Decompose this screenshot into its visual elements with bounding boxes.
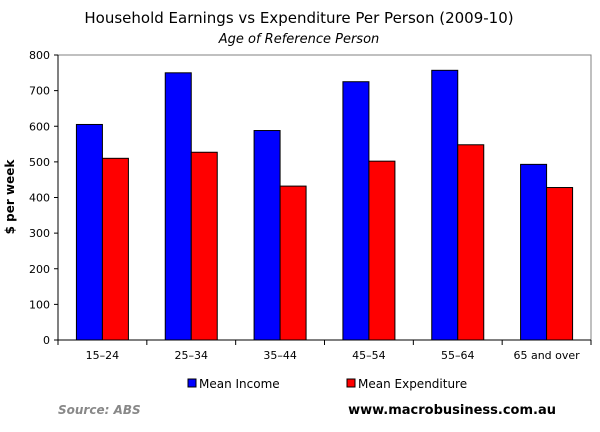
expenditure-bar (457, 144, 485, 341)
income-bar (342, 81, 370, 341)
y-tick-label: 0 (43, 334, 50, 347)
x-tick-label: 25–34 (175, 349, 209, 362)
x-tick-label: 35–44 (263, 349, 297, 362)
income-bar (164, 72, 192, 341)
legend-item-income: Mean Income (187, 377, 280, 391)
y-tick-label: 300 (29, 227, 50, 240)
source-note: Source: ABS (58, 403, 141, 417)
legend-item-expenditure: Mean Expenditure (346, 377, 467, 391)
website-credit: www.macrobusiness.com.au (348, 403, 556, 418)
income-bar (253, 130, 281, 341)
plot-frame (57, 54, 592, 341)
legend-swatch-expenditure (346, 378, 356, 388)
y-axis-label: $ per week (3, 159, 17, 235)
y-tick-label: 400 (29, 192, 50, 205)
x-tick-label: 15–24 (86, 349, 120, 362)
y-tick-label: 100 (29, 298, 50, 311)
y-tick-label: 700 (29, 85, 50, 98)
legend-label: Mean Income (199, 377, 280, 391)
y-tick-label: 500 (29, 156, 50, 169)
y-tick-label: 200 (29, 263, 50, 276)
chart-subtitle: Age of Reference Person (218, 32, 380, 47)
x-tick-label: 65 and over (513, 349, 580, 362)
expenditure-bar (190, 151, 218, 341)
chart-title: Household Earnings vs Expenditure Per Pe… (84, 9, 513, 27)
x-tick-label: 45–54 (352, 349, 386, 362)
income-bar (520, 163, 548, 341)
expenditure-bar (368, 160, 396, 341)
plot-area: 0 100 200 300 400 500 600 700 800 15–24 25–34 35–44… (29, 49, 592, 362)
income-bar (431, 69, 459, 341)
x-tick-label: 55–64 (441, 349, 475, 362)
income-bar (75, 123, 103, 341)
expenditure-bar (279, 185, 307, 341)
legend: Mean Income Mean Expenditure (187, 377, 467, 391)
legend-swatch-income (187, 378, 197, 388)
expenditure-bar (101, 157, 129, 341)
expenditure-bar (546, 187, 574, 341)
legend-label: Mean Expenditure (358, 377, 467, 391)
y-tick-label: 600 (29, 120, 50, 133)
y-tick-label: 800 (29, 49, 50, 62)
